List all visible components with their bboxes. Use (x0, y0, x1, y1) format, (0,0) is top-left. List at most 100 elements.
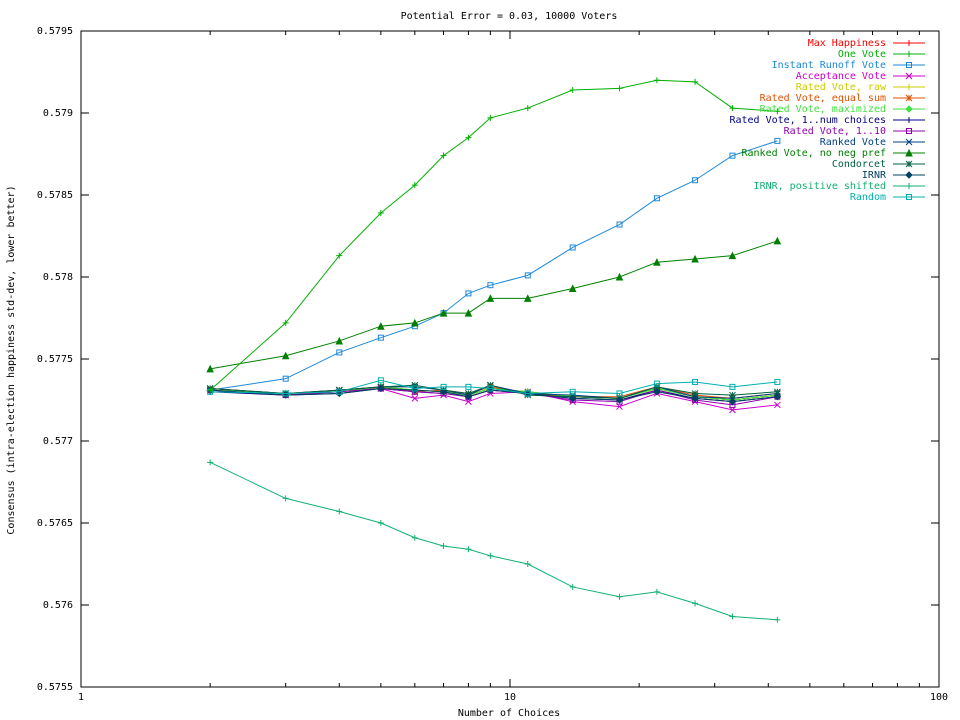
legend-item: IRNR, positive shifted (754, 181, 925, 192)
data-point (906, 62, 912, 68)
data-point (524, 105, 531, 112)
data-point (336, 508, 343, 515)
data-point (691, 394, 699, 403)
y-tick-label: 0.5765 (37, 518, 73, 529)
data-point (377, 334, 384, 341)
data-point (440, 383, 447, 390)
data-point (653, 588, 660, 595)
legend-item: Rated Vote, 1..10 (784, 126, 925, 137)
data-point (524, 272, 531, 279)
legend-item: Rated Vote, maximized (760, 104, 925, 115)
data-point (336, 388, 343, 395)
data-point (411, 395, 419, 402)
data-point (906, 84, 912, 90)
data-point (906, 183, 912, 189)
data-point (487, 385, 494, 392)
data-point (653, 388, 661, 396)
data-point (728, 251, 737, 260)
series-line (210, 140, 778, 391)
series (207, 137, 781, 394)
legend-item: Condorcet (832, 159, 925, 170)
chart-title: Potential Error = 0.03, 10000 Voters (401, 11, 618, 22)
legend-label: Max Happiness (808, 38, 886, 49)
data-point (616, 593, 623, 600)
series (207, 459, 781, 623)
y-tick-label: 0.576 (43, 600, 73, 611)
data-point (568, 284, 577, 292)
data-point (524, 561, 531, 567)
legend-label: IRNR (862, 170, 887, 181)
x-axis-label: Number of Choices (458, 708, 560, 719)
data-point (336, 252, 343, 259)
data-point (465, 290, 472, 297)
data-point (906, 51, 912, 57)
legend-item: IRNR (862, 170, 925, 181)
data-point (377, 520, 384, 526)
data-point (281, 351, 290, 360)
data-point (774, 388, 781, 396)
legend-item: Rated Vote, 1..num choices (729, 115, 925, 126)
data-point (411, 534, 418, 541)
legend-label: Rated Vote, equal sum (760, 93, 886, 104)
data-point (774, 137, 781, 144)
legend-label: Rated Vote, maximized (760, 104, 886, 115)
data-point (729, 105, 736, 112)
data-point (774, 378, 781, 385)
data-point (906, 117, 912, 123)
data-point (523, 294, 532, 302)
y-tick-label: 0.579 (43, 108, 73, 119)
data-point (207, 387, 214, 394)
data-point (464, 393, 473, 401)
data-point (465, 134, 472, 141)
legend-label: Rated Vote, 1..num choices (729, 115, 886, 126)
data-point (905, 171, 913, 179)
data-point (773, 236, 782, 245)
data-point (411, 381, 419, 389)
data-point (465, 546, 472, 553)
data-point (411, 318, 419, 327)
data-point (692, 600, 699, 607)
data-point (569, 388, 576, 395)
legend-label: Ranked Vote, no neg pref (742, 148, 887, 159)
y-tick-label: 0.5795 (37, 26, 73, 37)
legend-item: Acceptance Vote (796, 71, 925, 82)
data-point (773, 393, 782, 401)
axes: 0.5755 0.576 0.5765 0.577 0.5775 0.578 0.5785 0… (37, 26, 948, 703)
data-point (439, 388, 448, 396)
data-point (906, 128, 912, 134)
data-point (729, 613, 736, 620)
series (206, 236, 782, 373)
data-point (653, 195, 660, 202)
data-point (774, 616, 781, 623)
data-point (568, 394, 577, 403)
y-tick-label: 0.577 (43, 436, 73, 447)
data-point (282, 375, 289, 382)
data-point (905, 105, 913, 113)
data-point (440, 542, 447, 549)
data-point (653, 258, 661, 266)
data-point (377, 384, 385, 393)
data-point (906, 194, 912, 200)
legend-item: Rated Vote, raw (796, 82, 925, 93)
data-point (653, 380, 660, 387)
legend-label: One Vote (838, 49, 886, 60)
data-point (411, 385, 418, 392)
legend-item: Instant Runoff Vote (772, 60, 925, 71)
series-extra (207, 77, 781, 394)
data-point (729, 391, 736, 399)
data-point (487, 282, 494, 289)
data-point (729, 383, 736, 390)
data-point (905, 160, 913, 168)
x-tick-label: 100 (930, 692, 948, 703)
data-point (377, 377, 384, 384)
data-point (377, 210, 384, 217)
data-point (487, 114, 494, 121)
data-point (411, 182, 418, 189)
legend-item: One Vote (838, 49, 925, 60)
data-point (905, 138, 913, 146)
data-point (524, 390, 531, 397)
data-point (729, 152, 736, 159)
data-point (282, 495, 289, 502)
data-point (569, 87, 576, 94)
